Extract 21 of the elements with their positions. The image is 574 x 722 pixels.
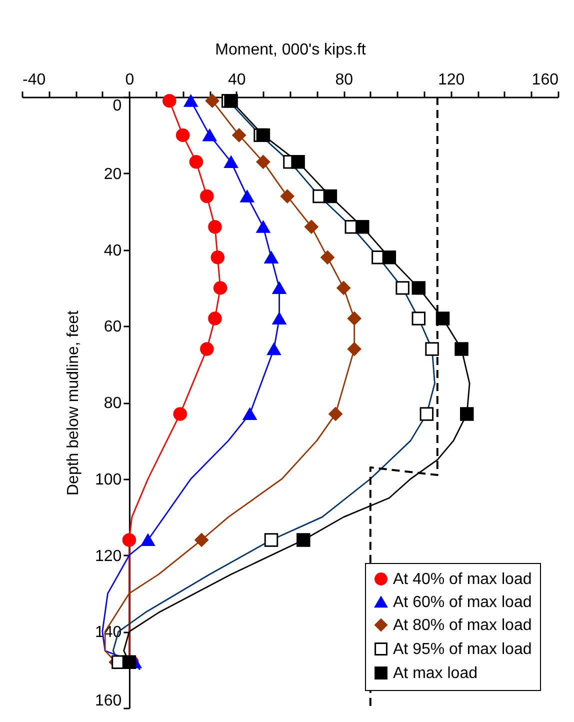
x-tick-label: 120 [438, 72, 465, 88]
x-axis-title: Moment, 000's kips.ft [215, 42, 366, 58]
y-tick-label: 120 [94, 548, 122, 565]
y-tick-label: 40 [104, 242, 122, 260]
legend-label: At max load [393, 665, 478, 682]
y-tick-label: 60 [104, 318, 122, 336]
legend-label: At 80% of max load [393, 617, 532, 634]
legend-label: At 60% of max load [393, 594, 532, 611]
x-tick-label: 0 [125, 72, 134, 88]
y-axis-title: Depth below mudline, feet [65, 310, 82, 496]
x-tick-label: -40 [22, 72, 46, 88]
y-tick-label: 100 [94, 471, 122, 488]
x-tick-label: 160 [532, 72, 559, 88]
x-tick-label: 40 [228, 72, 246, 88]
y-tick-label: 160 [94, 692, 122, 710]
y-tick-label: 0 [112, 98, 122, 114]
y-tick-label: 80 [104, 395, 122, 412]
y-tick-label: 20 [104, 166, 122, 183]
legend-label: At 40% of max load [393, 571, 532, 588]
legend-label: At 95% of max load [393, 641, 532, 658]
x-tick-label: 80 [335, 72, 354, 88]
